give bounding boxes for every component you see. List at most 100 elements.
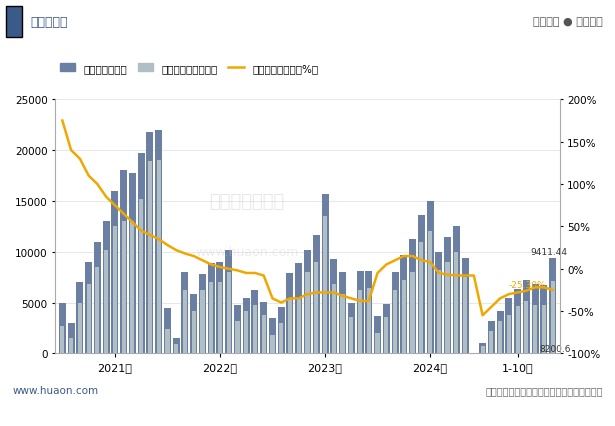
Bar <box>200 291 205 354</box>
Bar <box>341 295 344 354</box>
Bar <box>392 273 399 354</box>
Bar <box>139 199 143 354</box>
Bar <box>129 173 136 354</box>
Bar <box>157 161 161 354</box>
Bar <box>523 281 530 354</box>
Bar <box>165 329 170 354</box>
Bar <box>365 271 372 354</box>
Bar <box>428 232 432 354</box>
Text: 数据来源：国家统计局；华经产业研究院整理: 数据来源：国家统计局；华经产业研究院整理 <box>485 385 603 395</box>
Bar <box>94 242 101 354</box>
Bar <box>479 343 486 354</box>
Bar <box>393 291 397 354</box>
Bar <box>541 286 547 354</box>
Bar <box>427 201 434 354</box>
Bar <box>85 262 92 354</box>
Bar <box>400 255 407 354</box>
Text: 华经情报网: 华经情报网 <box>31 16 68 29</box>
Bar <box>244 311 248 354</box>
Bar <box>181 273 188 354</box>
Bar <box>531 285 539 354</box>
Bar <box>304 250 311 354</box>
Bar <box>383 304 390 354</box>
Bar <box>374 316 381 354</box>
Bar <box>313 235 320 354</box>
Bar <box>77 303 82 354</box>
Bar <box>306 273 309 354</box>
Bar <box>515 306 520 354</box>
Bar <box>349 317 354 354</box>
Bar <box>507 315 511 354</box>
Bar <box>542 305 546 354</box>
Bar <box>549 258 556 354</box>
Bar <box>261 315 266 354</box>
Bar <box>174 345 178 354</box>
Bar <box>183 291 187 354</box>
Bar <box>295 263 302 354</box>
Bar <box>122 222 125 354</box>
Text: 8200.6: 8200.6 <box>539 345 571 354</box>
Bar <box>454 252 458 354</box>
Bar <box>330 259 337 354</box>
Text: www.huaon.com: www.huaon.com <box>196 246 299 259</box>
Bar <box>192 311 196 354</box>
Bar <box>95 268 100 354</box>
Bar <box>314 262 319 354</box>
Bar <box>208 263 215 354</box>
Bar <box>87 285 91 354</box>
Bar <box>410 273 415 354</box>
Bar <box>550 282 555 354</box>
Bar <box>236 321 240 354</box>
Bar <box>444 237 451 354</box>
Bar <box>279 323 284 354</box>
Bar <box>358 291 362 354</box>
Bar <box>269 318 276 354</box>
Bar <box>445 262 450 354</box>
Text: 2021-2024年10月广东省房地产商品住宅及商品住宅现房销售额: 2021-2024年10月广东省房地产商品住宅及商品住宅现房销售额 <box>151 60 464 75</box>
Bar <box>148 162 152 354</box>
Bar <box>253 305 257 354</box>
Bar <box>533 305 538 354</box>
Bar <box>296 299 301 354</box>
Bar <box>367 289 371 354</box>
Bar <box>60 326 65 354</box>
Bar <box>199 274 206 354</box>
FancyBboxPatch shape <box>6 7 22 38</box>
Bar <box>419 242 423 354</box>
Bar <box>453 227 460 354</box>
Bar <box>437 271 441 354</box>
Bar <box>252 291 258 354</box>
Bar <box>418 216 425 354</box>
Text: www.huaon.com: www.huaon.com <box>12 385 98 395</box>
Bar <box>322 194 328 354</box>
Text: -25.30%: -25.30% <box>509 281 547 290</box>
Text: 华经产业研究院: 华经产业研究院 <box>209 193 285 210</box>
Bar <box>357 271 363 354</box>
Bar <box>76 282 84 354</box>
Bar <box>498 321 502 354</box>
Bar <box>130 222 135 354</box>
Bar <box>480 346 485 354</box>
Bar <box>323 217 327 354</box>
Bar <box>463 278 467 354</box>
Bar <box>375 333 379 354</box>
Bar <box>402 281 406 354</box>
Bar <box>155 130 162 354</box>
Text: 9411.44: 9411.44 <box>531 247 568 256</box>
Bar <box>209 282 213 354</box>
Bar <box>243 298 250 354</box>
Bar <box>234 305 241 354</box>
Bar <box>278 307 285 354</box>
Bar <box>218 282 222 354</box>
Bar <box>120 171 127 354</box>
Text: 专业严谨 ● 客观科学: 专业严谨 ● 客观科学 <box>533 17 603 27</box>
Bar <box>514 290 521 354</box>
Bar <box>111 191 118 354</box>
Bar <box>287 273 293 354</box>
Bar <box>331 285 336 354</box>
Bar <box>462 258 469 354</box>
Bar <box>59 303 66 354</box>
Bar <box>225 250 232 354</box>
Bar <box>490 331 493 354</box>
Bar <box>260 302 268 354</box>
